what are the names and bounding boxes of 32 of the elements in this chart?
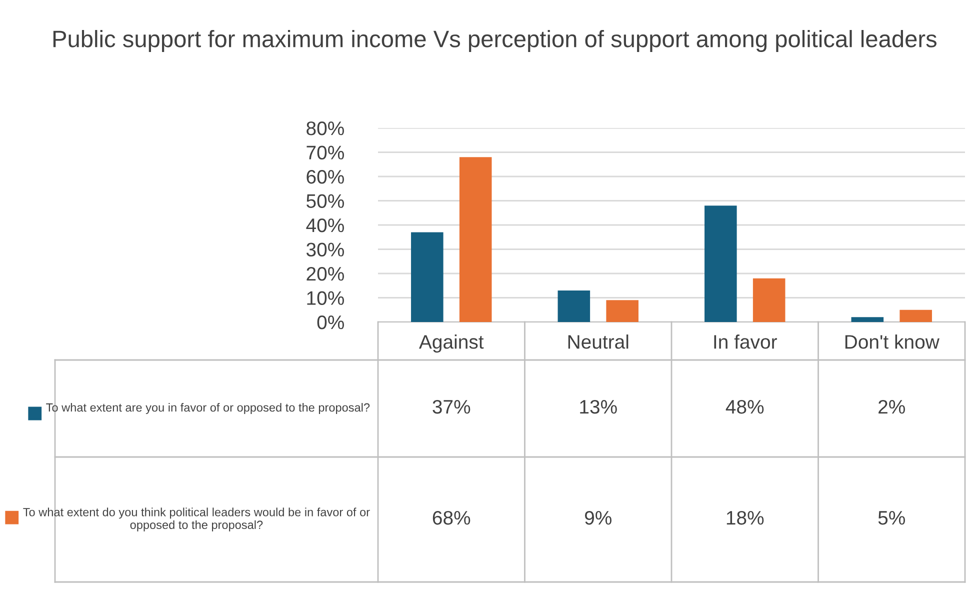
legend-label: To what extent do you think political leaders would be in favor of or opposed to the proposal? bbox=[23, 508, 370, 532]
data-label: 13% bbox=[580, 400, 617, 414]
y-tick-label: 80% bbox=[306, 121, 344, 136]
data-label: 37% bbox=[432, 400, 470, 414]
bar bbox=[459, 157, 492, 322]
x-tick-label: In favor bbox=[714, 334, 777, 349]
data-label: 48% bbox=[726, 400, 764, 414]
data-label: 68% bbox=[432, 510, 470, 525]
x-tick-label: Against bbox=[418, 334, 484, 353]
y-tick-label: 20% bbox=[306, 266, 344, 281]
y-tick-label: 60% bbox=[306, 170, 344, 184]
y-tick-label: 0% bbox=[317, 315, 344, 330]
data-label: 18% bbox=[726, 510, 764, 525]
bar bbox=[752, 278, 786, 322]
data-label: 9% bbox=[584, 510, 612, 525]
data-label: 2% bbox=[878, 400, 905, 414]
x-tick-label: Neutral bbox=[568, 334, 628, 349]
bar bbox=[411, 232, 444, 322]
y-tick-label: 10% bbox=[307, 291, 344, 305]
legend-label: To what extent are you in favor of or opposed to the proposal? bbox=[46, 402, 370, 414]
y-tick-label: 40% bbox=[306, 218, 344, 232]
x-tick-label: Don't know bbox=[845, 334, 940, 349]
y-tick-label: 70% bbox=[306, 146, 344, 160]
bar bbox=[606, 300, 638, 322]
bar bbox=[558, 290, 590, 322]
y-tick-label: 50% bbox=[306, 194, 344, 208]
y-tick-label: 30% bbox=[306, 242, 344, 256]
bar bbox=[704, 206, 737, 322]
chart-title: Public support for maximum income Vs perception of support among political leaders bbox=[53, 30, 936, 52]
bar bbox=[900, 310, 932, 322]
bar bbox=[851, 317, 884, 322]
data-label: 5% bbox=[878, 511, 905, 525]
